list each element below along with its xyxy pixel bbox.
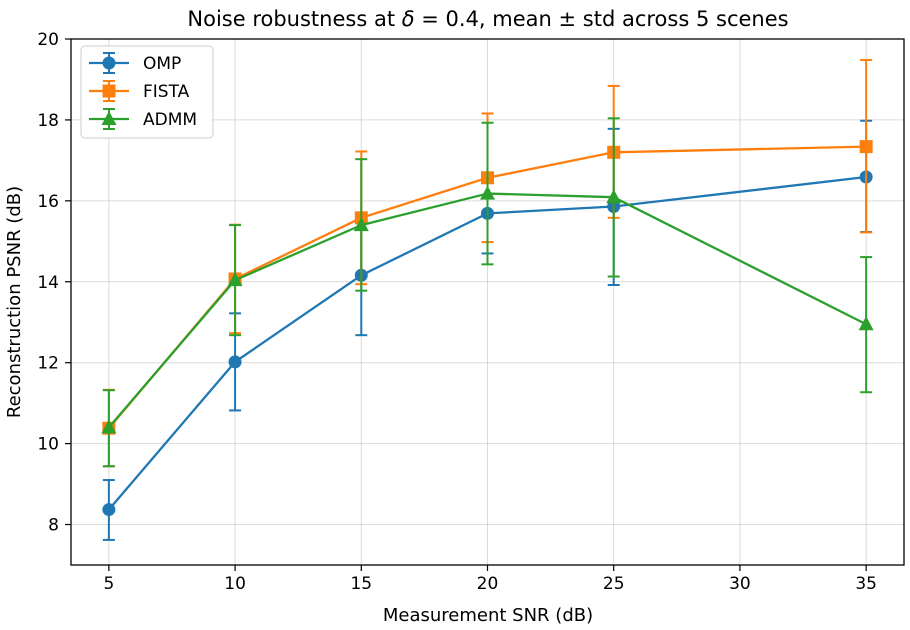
data-point-omp: [228, 355, 242, 369]
legend-marker-fista: [102, 84, 116, 98]
y-tick-label: 18: [37, 111, 59, 131]
legend-item-fista: FISTA: [89, 80, 190, 102]
data-point-omp: [102, 503, 116, 517]
y-tick-label: 10: [37, 435, 59, 455]
legend-box: [80, 45, 214, 139]
data-point-admm: [606, 189, 622, 204]
legend-marker-admm: [101, 111, 117, 125]
y-tick-label: 16: [37, 192, 59, 212]
y-tick-label: 14: [37, 273, 59, 293]
data-point-fista: [859, 140, 873, 154]
legend: OMP FISTA ADMM: [80, 45, 214, 139]
x-tick-label: 25: [603, 574, 625, 594]
y-tick-label: 8: [48, 516, 59, 536]
x-tick-label: 30: [729, 574, 751, 594]
series-line-omp: [107, 175, 867, 511]
series-line-admm: [107, 192, 867, 429]
legend-label-fista: FISTA: [143, 82, 190, 102]
y-tick-label: 20: [37, 30, 59, 50]
y-axis-label: Reconstruction PSNR (dB): [4, 186, 25, 418]
data-point-admm: [353, 217, 369, 232]
x-tick-label: 20: [477, 574, 499, 594]
data-point-admm: [858, 316, 874, 331]
x-axis-label: Measurement SNR (dB): [383, 605, 593, 626]
legend-marker-omp: [102, 56, 116, 70]
axes-layer: 5 10 15 20 25 30 35 8 10 12 14 16 18 20: [37, 30, 905, 594]
series-layer: [101, 59, 874, 541]
x-tick-label: 15: [350, 574, 372, 594]
x-tick-label: 5: [103, 574, 114, 594]
series-admm: [101, 117, 874, 468]
legend-label-omp: OMP: [143, 54, 181, 74]
legend-label-admm: ADMM: [143, 110, 197, 130]
data-point-admm: [101, 419, 117, 434]
x-tick-label: 10: [224, 574, 246, 594]
chart-title: Noise robustness at δ = 0.4, mean ± std …: [187, 7, 788, 31]
data-point-admm: [480, 185, 495, 200]
y-tick-label: 12: [37, 354, 59, 374]
legend-item-omp: OMP: [89, 52, 181, 74]
x-tick-label: 35: [855, 574, 877, 594]
legend-item-admm: ADMM: [89, 108, 197, 130]
data-point-admm: [227, 272, 243, 287]
